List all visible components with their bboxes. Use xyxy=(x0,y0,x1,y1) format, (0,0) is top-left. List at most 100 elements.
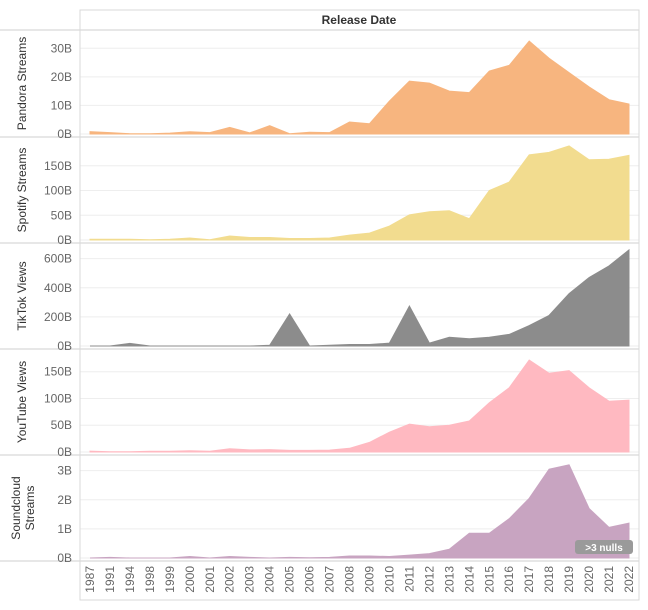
data-point[interactable] xyxy=(447,547,451,551)
data-point[interactable] xyxy=(268,236,272,240)
data-point[interactable] xyxy=(427,210,431,214)
data-point[interactable] xyxy=(467,91,471,95)
data-point[interactable] xyxy=(507,386,511,390)
data-point[interactable] xyxy=(507,517,511,521)
data-point[interactable] xyxy=(527,496,531,500)
data-point[interactable] xyxy=(467,337,471,341)
area-mark[interactable] xyxy=(89,145,630,241)
data-point[interactable] xyxy=(248,236,252,240)
data-point[interactable] xyxy=(268,556,272,560)
nulls-indicator[interactable]: >3 nulls xyxy=(575,540,633,554)
data-point[interactable] xyxy=(567,463,571,467)
data-point[interactable] xyxy=(308,556,312,560)
data-point[interactable] xyxy=(387,99,391,103)
data-point[interactable] xyxy=(288,448,292,452)
data-point[interactable] xyxy=(248,131,252,135)
data-point[interactable] xyxy=(328,343,332,347)
data-point[interactable] xyxy=(108,344,112,348)
data-point[interactable] xyxy=(348,120,352,124)
data-point[interactable] xyxy=(527,358,531,362)
data-point[interactable] xyxy=(547,371,551,375)
data-point[interactable] xyxy=(168,449,172,453)
data-point[interactable] xyxy=(427,425,431,429)
data-point[interactable] xyxy=(128,237,132,241)
data-point[interactable] xyxy=(627,398,631,402)
data-point[interactable] xyxy=(148,344,152,348)
data-point[interactable] xyxy=(188,449,192,453)
data-point[interactable] xyxy=(447,335,451,339)
data-point[interactable] xyxy=(288,132,292,136)
data-point[interactable] xyxy=(268,343,272,347)
data-point[interactable] xyxy=(567,71,571,75)
data-point[interactable] xyxy=(208,238,212,242)
data-point[interactable] xyxy=(168,344,172,348)
data-point[interactable] xyxy=(228,555,232,559)
data-point[interactable] xyxy=(567,369,571,373)
data-point[interactable] xyxy=(447,89,451,93)
data-point[interactable] xyxy=(387,224,391,228)
data-point[interactable] xyxy=(188,236,192,240)
data-point[interactable] xyxy=(188,130,192,134)
data-point[interactable] xyxy=(168,237,172,241)
data-point[interactable] xyxy=(627,521,631,525)
data-point[interactable] xyxy=(487,189,491,193)
data-point[interactable] xyxy=(228,125,232,129)
data-point[interactable] xyxy=(208,556,212,560)
data-point[interactable] xyxy=(627,153,631,157)
data-point[interactable] xyxy=(387,555,391,559)
area-mark[interactable] xyxy=(89,464,630,559)
data-point[interactable] xyxy=(447,423,451,427)
data-point[interactable] xyxy=(607,525,611,529)
data-point[interactable] xyxy=(487,69,491,73)
data-point[interactable] xyxy=(228,344,232,348)
data-point[interactable] xyxy=(587,158,591,162)
data-point[interactable] xyxy=(128,556,132,560)
data-point[interactable] xyxy=(168,131,172,135)
data-point[interactable] xyxy=(208,449,212,453)
data-point[interactable] xyxy=(288,237,292,241)
data-point[interactable] xyxy=(427,552,431,556)
data-point[interactable] xyxy=(128,341,132,345)
data-point[interactable] xyxy=(228,234,232,238)
data-point[interactable] xyxy=(148,132,152,136)
data-point[interactable] xyxy=(308,237,312,241)
data-point[interactable] xyxy=(607,264,611,268)
data-point[interactable] xyxy=(507,63,511,67)
data-point[interactable] xyxy=(348,343,352,347)
data-point[interactable] xyxy=(607,399,611,403)
data-point[interactable] xyxy=(288,555,292,559)
data-point[interactable] xyxy=(447,209,451,213)
data-point[interactable] xyxy=(148,556,152,560)
data-point[interactable] xyxy=(148,449,152,453)
data-point[interactable] xyxy=(128,132,132,136)
data-point[interactable] xyxy=(467,419,471,423)
data-point[interactable] xyxy=(467,217,471,221)
data-point[interactable] xyxy=(88,344,92,348)
area-mark[interactable] xyxy=(89,40,630,135)
data-point[interactable] xyxy=(348,233,352,237)
data-point[interactable] xyxy=(507,332,511,336)
data-point[interactable] xyxy=(208,131,212,135)
data-point[interactable] xyxy=(88,449,92,453)
data-point[interactable] xyxy=(567,292,571,296)
data-point[interactable] xyxy=(407,553,411,557)
data-point[interactable] xyxy=(268,448,272,452)
data-point[interactable] xyxy=(108,555,112,559)
data-point[interactable] xyxy=(587,386,591,390)
data-point[interactable] xyxy=(547,56,551,60)
data-point[interactable] xyxy=(487,531,491,535)
data-point[interactable] xyxy=(368,554,372,558)
data-point[interactable] xyxy=(547,467,551,471)
data-point[interactable] xyxy=(88,237,92,241)
data-point[interactable] xyxy=(387,341,391,345)
data-point[interactable] xyxy=(248,448,252,452)
data-point[interactable] xyxy=(328,131,332,135)
data-point[interactable] xyxy=(168,556,172,560)
data-point[interactable] xyxy=(407,304,411,308)
data-point[interactable] xyxy=(348,446,352,450)
data-point[interactable] xyxy=(308,344,312,348)
data-point[interactable] xyxy=(467,531,471,535)
data-point[interactable] xyxy=(627,248,631,252)
data-point[interactable] xyxy=(268,124,272,128)
data-point[interactable] xyxy=(607,98,611,102)
